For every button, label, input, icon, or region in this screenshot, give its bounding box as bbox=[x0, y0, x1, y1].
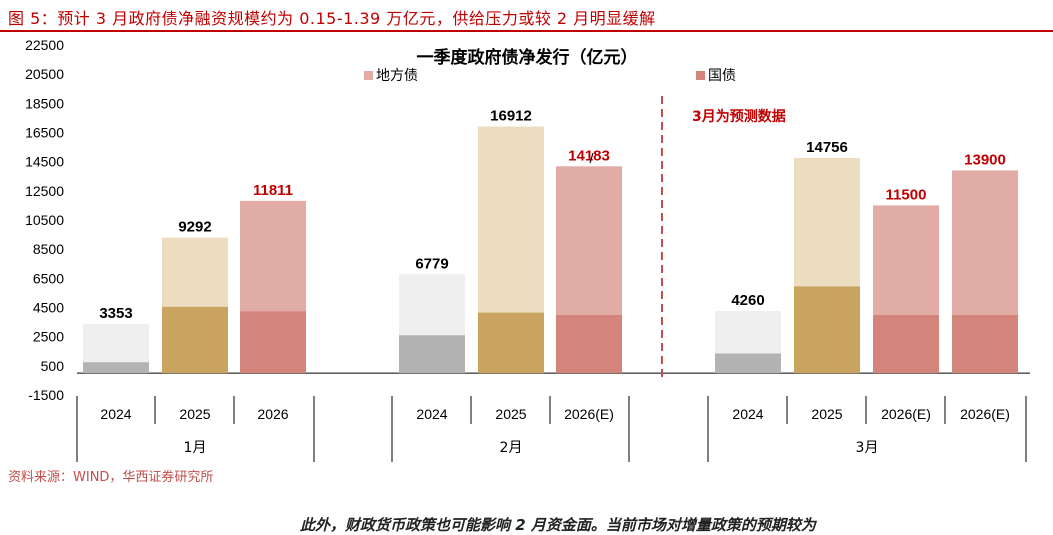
forecast-annotation: 3月为预测数据 bbox=[692, 108, 786, 125]
group-label: 2月 bbox=[500, 440, 523, 456]
bar-local-debt bbox=[794, 157, 860, 287]
legend-swatch-local bbox=[364, 71, 373, 80]
bar-value-label: 3353 bbox=[99, 305, 132, 322]
legend-label-national: 国债 bbox=[708, 68, 736, 84]
bar-value-label: 14183 bbox=[568, 147, 610, 164]
y-tick-label: 2500 bbox=[33, 329, 64, 345]
y-tick-label: 8500 bbox=[33, 241, 64, 257]
x-category-label: 2026(E) bbox=[564, 406, 614, 422]
bar-value-label: 6779 bbox=[415, 255, 448, 272]
y-tick-label: 10500 bbox=[25, 212, 64, 228]
bar-local-debt bbox=[715, 311, 781, 354]
y-tick-label: 16500 bbox=[25, 125, 64, 141]
bar-national-debt bbox=[715, 353, 781, 374]
group-label: 1月 bbox=[184, 440, 207, 456]
bar-national-debt bbox=[556, 314, 622, 374]
bar-national-debt bbox=[399, 335, 465, 374]
y-tick-label: 500 bbox=[41, 358, 65, 374]
x-category-label: 2024 bbox=[416, 406, 447, 422]
y-tick-label: 4500 bbox=[33, 300, 64, 316]
bar-national-debt bbox=[83, 362, 149, 374]
figure-title: 图 5：预计 3 月政府债净融资规模约为 0.15-1.39 万亿元，供给压力或… bbox=[8, 9, 656, 28]
x-category-label: 2024 bbox=[100, 406, 131, 422]
y-tick-label: 22500 bbox=[25, 37, 64, 53]
title-rule bbox=[0, 30, 1053, 32]
x-category-label: 2025 bbox=[179, 406, 210, 422]
bar-local-debt bbox=[556, 166, 622, 315]
bar-national-debt bbox=[794, 286, 860, 374]
y-tick-label: 12500 bbox=[25, 183, 64, 199]
bar-national-debt bbox=[478, 312, 544, 374]
x-category-label: 2025 bbox=[495, 406, 526, 422]
x-category-label: 2026 bbox=[257, 406, 288, 422]
y-tick-label: 14500 bbox=[25, 154, 64, 170]
legend-swatch-national bbox=[696, 71, 705, 80]
bar-value-label: 13900 bbox=[964, 151, 1006, 168]
y-tick-label: 20500 bbox=[25, 66, 64, 82]
label-leader-line bbox=[589, 152, 594, 164]
bar-national-debt bbox=[873, 314, 939, 374]
bar-local-debt bbox=[162, 237, 228, 307]
bar-local-debt bbox=[478, 126, 544, 313]
bar-value-label: 14756 bbox=[806, 139, 848, 156]
x-category-label: 2025 bbox=[811, 406, 842, 422]
chart-title: 一季度政府债净发行（亿元） bbox=[417, 47, 638, 68]
y-tick-label: -1500 bbox=[28, 387, 64, 403]
bar-local-debt bbox=[873, 205, 939, 315]
y-tick-label: 18500 bbox=[25, 95, 64, 111]
bar-value-label: 4260 bbox=[731, 292, 764, 309]
bar-value-label: 9292 bbox=[178, 219, 211, 236]
bar-local-debt bbox=[952, 170, 1018, 315]
y-tick-label: 6500 bbox=[33, 270, 64, 286]
bar-local-debt bbox=[240, 200, 306, 312]
chart: -1500 500 2500 4500 6500 8500 10500 12500 14500 1… bbox=[25, 37, 1030, 462]
bar-value-label: 11811 bbox=[253, 182, 293, 199]
bar-value-label: 11500 bbox=[886, 186, 927, 203]
group-label: 3月 bbox=[856, 440, 879, 456]
legend-label-local: 地方债 bbox=[376, 68, 418, 84]
bar-value-label: 16912 bbox=[490, 107, 532, 124]
x-category-label: 2024 bbox=[732, 406, 763, 422]
bar-national-debt bbox=[952, 314, 1018, 374]
bar-local-debt bbox=[399, 274, 465, 336]
x-category-label: 2026(E) bbox=[960, 406, 1010, 422]
body-text-fragment: 此外，财政货币政策也可能影响 2 月资金面。当前市场对增量政策的预期较为 bbox=[300, 516, 816, 534]
bar-national-debt bbox=[240, 311, 306, 374]
source-note: 资料来源：WIND，华西证券研究所 bbox=[8, 470, 214, 485]
x-category-label: 2026(E) bbox=[881, 406, 931, 422]
bar-national-debt bbox=[162, 306, 228, 374]
bar-local-debt bbox=[83, 324, 149, 363]
